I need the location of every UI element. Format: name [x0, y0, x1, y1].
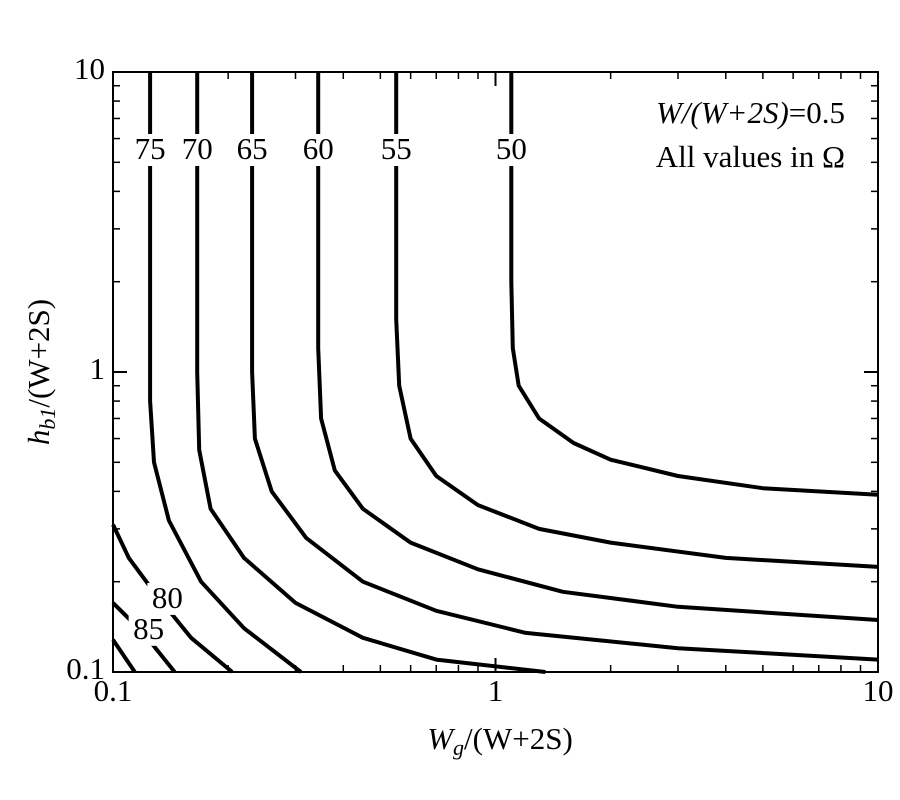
x-tick-label: 1: [488, 673, 504, 708]
contour-line: [195, 72, 546, 674]
contour-label: 60: [303, 131, 334, 166]
contour-line: [111, 638, 137, 674]
y-tick-label: 1: [90, 351, 106, 386]
contour-line: [148, 72, 303, 674]
label-background: [177, 134, 218, 166]
contour-label: 70: [182, 131, 213, 166]
label-background: [128, 613, 169, 646]
contour-line: [394, 72, 879, 569]
contour-label: 80: [152, 580, 183, 615]
contour-line: [250, 72, 879, 662]
y-tick-label: 0.1: [66, 651, 105, 686]
annotation: All values in Ω: [656, 139, 845, 174]
contour-label: 50: [496, 131, 527, 166]
label-background: [491, 134, 532, 166]
label-background: [232, 134, 273, 166]
x-tick-label: 10: [863, 673, 894, 708]
label-background: [147, 582, 188, 615]
contour-label: 55: [381, 131, 412, 166]
y-tick-label: 10: [74, 51, 105, 86]
annotation: W/(W+2S)=0.5: [656, 95, 845, 130]
x-tick-label: 0.1: [94, 673, 133, 708]
contour-label: 65: [237, 131, 268, 166]
x-axis-label: Wg/(W+2S): [427, 721, 573, 760]
contour-line: [316, 72, 879, 622]
label-background: [376, 134, 417, 166]
label-background: [130, 134, 171, 166]
contour-label: 75: [135, 131, 166, 166]
y-axis-label: hb1/(W+2S): [21, 299, 60, 445]
label-background: [298, 134, 339, 166]
contour-line: [509, 72, 879, 497]
contour-label: 85: [133, 611, 164, 646]
